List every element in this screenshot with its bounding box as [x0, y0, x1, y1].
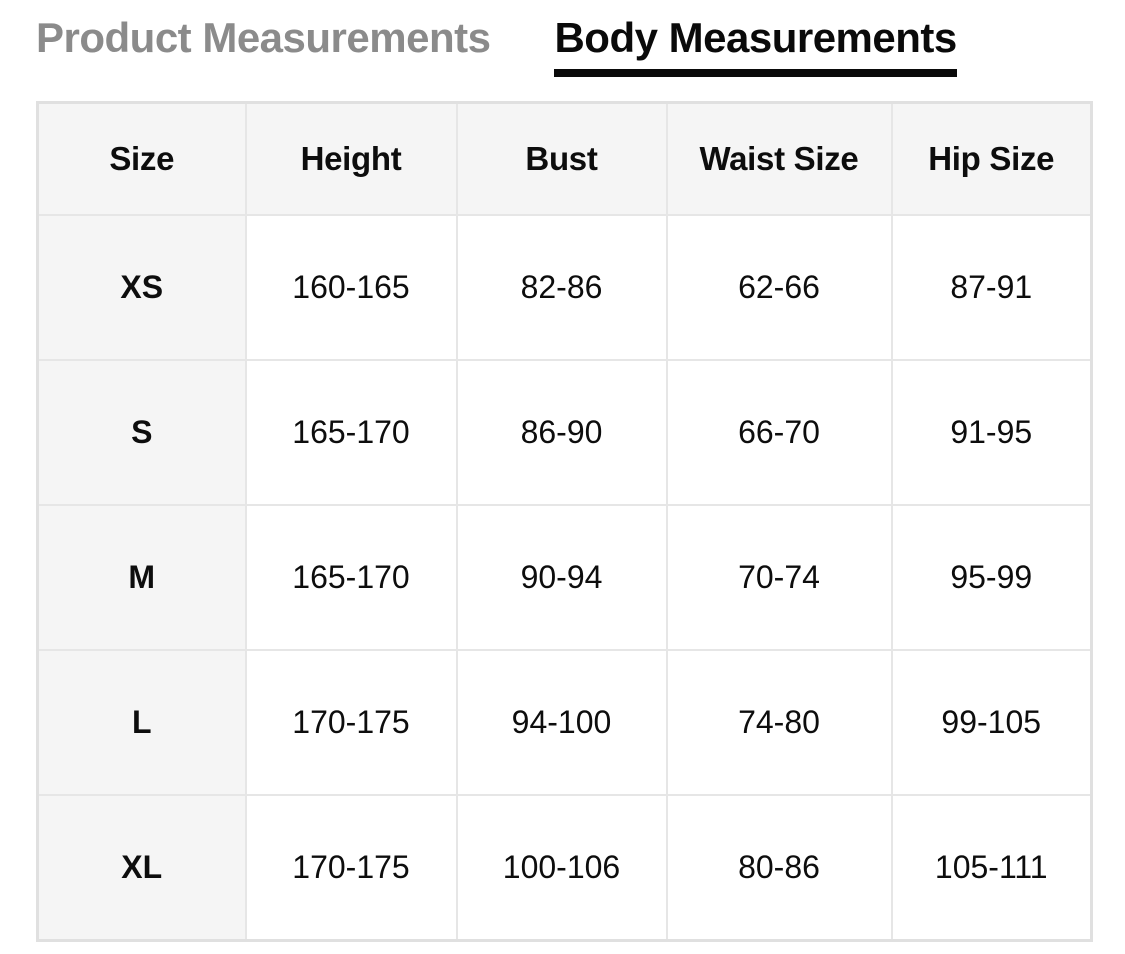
waist-value: 66-70	[665, 359, 893, 506]
col-header-hip: Hip Size	[890, 101, 1093, 216]
waist-value: 70-74	[665, 504, 893, 651]
hip-value: 99-105	[890, 649, 1093, 796]
hip-value: 87-91	[890, 214, 1093, 361]
tab-body-measurements[interactable]: Body Measurements	[554, 14, 957, 77]
table-row-l: L 170-175 94-100 74-80 99-105	[36, 649, 1093, 796]
height-value: 170-175	[244, 794, 458, 942]
waist-value: 80-86	[665, 794, 893, 942]
hip-value: 95-99	[890, 504, 1093, 651]
height-value: 160-165	[244, 214, 458, 361]
size-label: S	[36, 359, 247, 506]
bust-value: 86-90	[455, 359, 668, 506]
tab-product-measurements[interactable]: Product Measurements	[36, 14, 491, 61]
size-chart-container: Size Height Bust Waist Size Hip Size XS …	[36, 101, 1093, 942]
bust-value: 82-86	[455, 214, 668, 361]
col-header-height: Height	[244, 101, 458, 216]
size-label: XL	[36, 794, 247, 942]
table-row-xs: XS 160-165 82-86 62-66 87-91	[36, 214, 1093, 361]
header-row: Size Height Bust Waist Size Hip Size	[36, 101, 1093, 216]
hip-value: 91-95	[890, 359, 1093, 506]
table-row-s: S 165-170 86-90 66-70 91-95	[36, 359, 1093, 506]
table-row-m: M 165-170 90-94 70-74 95-99	[36, 504, 1093, 651]
height-value: 165-170	[244, 504, 458, 651]
bust-value: 90-94	[455, 504, 668, 651]
waist-value: 62-66	[665, 214, 893, 361]
size-label: L	[36, 649, 247, 796]
size-label: M	[36, 504, 247, 651]
waist-value: 74-80	[665, 649, 893, 796]
height-value: 170-175	[244, 649, 458, 796]
hip-value: 105-111	[890, 794, 1093, 942]
bust-value: 94-100	[455, 649, 668, 796]
bust-value: 100-106	[455, 794, 668, 942]
size-chart-table: Size Height Bust Waist Size Hip Size XS …	[36, 101, 1093, 942]
col-header-waist: Waist Size	[665, 101, 893, 216]
table-row-xl: XL 170-175 100-106 80-86 105-111	[36, 794, 1093, 942]
size-label: XS	[36, 214, 247, 361]
col-header-size: Size	[36, 101, 247, 216]
height-value: 165-170	[244, 359, 458, 506]
measurement-tabs: Product Measurements Body Measurements	[36, 14, 1125, 77]
col-header-bust: Bust	[455, 101, 668, 216]
